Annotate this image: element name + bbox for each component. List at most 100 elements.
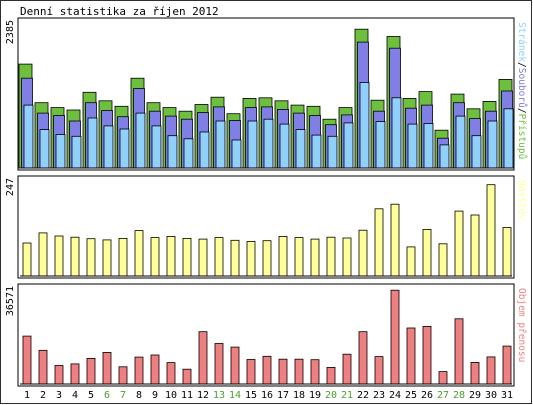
bar-stranek-26 — [423, 123, 434, 169]
bar-visits-23 — [374, 208, 384, 277]
bar-stranek-9 — [151, 125, 162, 169]
bar-volume-28 — [454, 318, 464, 385]
bar-stranek-24 — [391, 97, 402, 169]
x-tick-18: 18 — [293, 390, 305, 401]
x-tick-27: 27 — [437, 390, 449, 401]
x-tick-11: 11 — [181, 390, 193, 401]
bar-volume-17 — [278, 358, 288, 385]
legend-sep-3: / — [516, 108, 527, 114]
visits-legend: Návštěv — [516, 180, 527, 220]
x-tick-2: 2 — [40, 390, 46, 401]
bar-stranek-8 — [135, 112, 146, 169]
bar-volume-14 — [230, 346, 240, 385]
bar-visits-26 — [422, 228, 432, 277]
x-tick-31: 31 — [501, 390, 513, 401]
bar-stranek-25 — [407, 123, 418, 169]
bar-volume-15 — [246, 359, 256, 385]
bar-visits-4 — [70, 236, 80, 277]
x-tick-26: 26 — [421, 390, 433, 401]
bar-volume-18 — [294, 358, 304, 385]
bar-stranek-28 — [455, 115, 466, 169]
chart-title: Denní statistika za říjen 2012 — [20, 5, 219, 18]
bar-stranek-10 — [167, 135, 178, 169]
bar-stranek-3 — [55, 134, 66, 169]
bar-visits-7 — [118, 237, 128, 277]
bar-visits-31 — [502, 227, 512, 277]
bar-volume-19 — [310, 359, 320, 385]
bar-stranek-21 — [343, 122, 354, 169]
bar-visits-13 — [214, 237, 224, 277]
x-tick-15: 15 — [245, 390, 257, 401]
bar-visits-18 — [294, 237, 304, 277]
bar-volume-23 — [374, 356, 384, 385]
bar-volume-13 — [214, 343, 224, 385]
requests-panel-frame — [17, 17, 515, 171]
volume-ymax-label: 36571 — [5, 286, 16, 316]
bar-stranek-29 — [471, 135, 482, 169]
bar-visits-29 — [470, 214, 480, 277]
x-tick-17: 17 — [277, 390, 289, 401]
bar-stranek-27 — [439, 144, 450, 169]
bar-volume-30 — [486, 356, 496, 385]
bar-stranek-4 — [71, 135, 82, 169]
x-tick-22: 22 — [357, 390, 369, 401]
legend-stranek-0: Stránek — [516, 22, 527, 62]
bar-stranek-31 — [503, 108, 514, 169]
visits-panel-frame — [17, 175, 515, 279]
bar-volume-3 — [54, 365, 64, 385]
bar-volume-31 — [502, 345, 512, 385]
bar-stranek-1 — [23, 104, 34, 169]
bar-volume-29 — [470, 361, 480, 385]
x-tick-16: 16 — [261, 390, 273, 401]
bar-stranek-15 — [247, 120, 258, 169]
volume-panel-frame — [17, 283, 515, 387]
bar-volume-5 — [86, 357, 96, 385]
bar-visits-10 — [166, 235, 176, 277]
bar-stranek-19 — [311, 134, 322, 169]
bar-stranek-6 — [103, 125, 114, 169]
legend-sep-1: / — [516, 62, 527, 68]
x-tick-20: 20 — [325, 390, 337, 401]
bar-volume-6 — [102, 351, 112, 385]
bar-volume-7 — [118, 366, 128, 385]
x-tick-8: 8 — [136, 390, 142, 401]
bar-volume-21 — [342, 353, 352, 385]
x-tick-19: 19 — [309, 390, 321, 401]
x-tick-24: 24 — [389, 390, 401, 401]
bar-volume-4 — [70, 363, 80, 385]
bar-volume-27 — [438, 371, 448, 385]
bar-stranek-12 — [199, 131, 210, 169]
x-tick-12: 12 — [197, 390, 209, 401]
bar-volume-2 — [38, 349, 48, 385]
bar-volume-20 — [326, 366, 336, 385]
volume-legend: Objem přenosu — [516, 288, 527, 362]
bar-stranek-23 — [375, 121, 386, 169]
bar-volume-26 — [422, 325, 432, 385]
x-tick-21: 21 — [341, 390, 353, 401]
bar-volume-8 — [134, 356, 144, 385]
bar-visits-30 — [486, 184, 496, 277]
bar-volume-1 — [22, 335, 32, 385]
bar-stranek-14 — [231, 139, 242, 169]
x-tick-13: 13 — [213, 390, 225, 401]
bar-stranek-2 — [39, 129, 50, 169]
bar-stranek-18 — [295, 129, 306, 169]
x-tick-3: 3 — [56, 390, 62, 401]
bar-visits-12 — [198, 238, 208, 277]
bar-volume-9 — [150, 354, 160, 385]
bar-visits-6 — [102, 239, 112, 277]
x-tick-25: 25 — [405, 390, 417, 401]
bar-visits-3 — [54, 235, 64, 277]
bar-visits-25 — [406, 246, 416, 277]
legend-pristupu-4: Přístupů — [516, 114, 527, 160]
x-tick-29: 29 — [469, 390, 481, 401]
bar-visits-16 — [262, 240, 272, 277]
bar-visits-19 — [310, 238, 320, 277]
x-tick-5: 5 — [88, 390, 94, 401]
bar-volume-24 — [390, 289, 400, 385]
bar-stranek-17 — [279, 123, 290, 169]
bar-visits-5 — [86, 238, 96, 277]
x-tick-30: 30 — [485, 390, 497, 401]
